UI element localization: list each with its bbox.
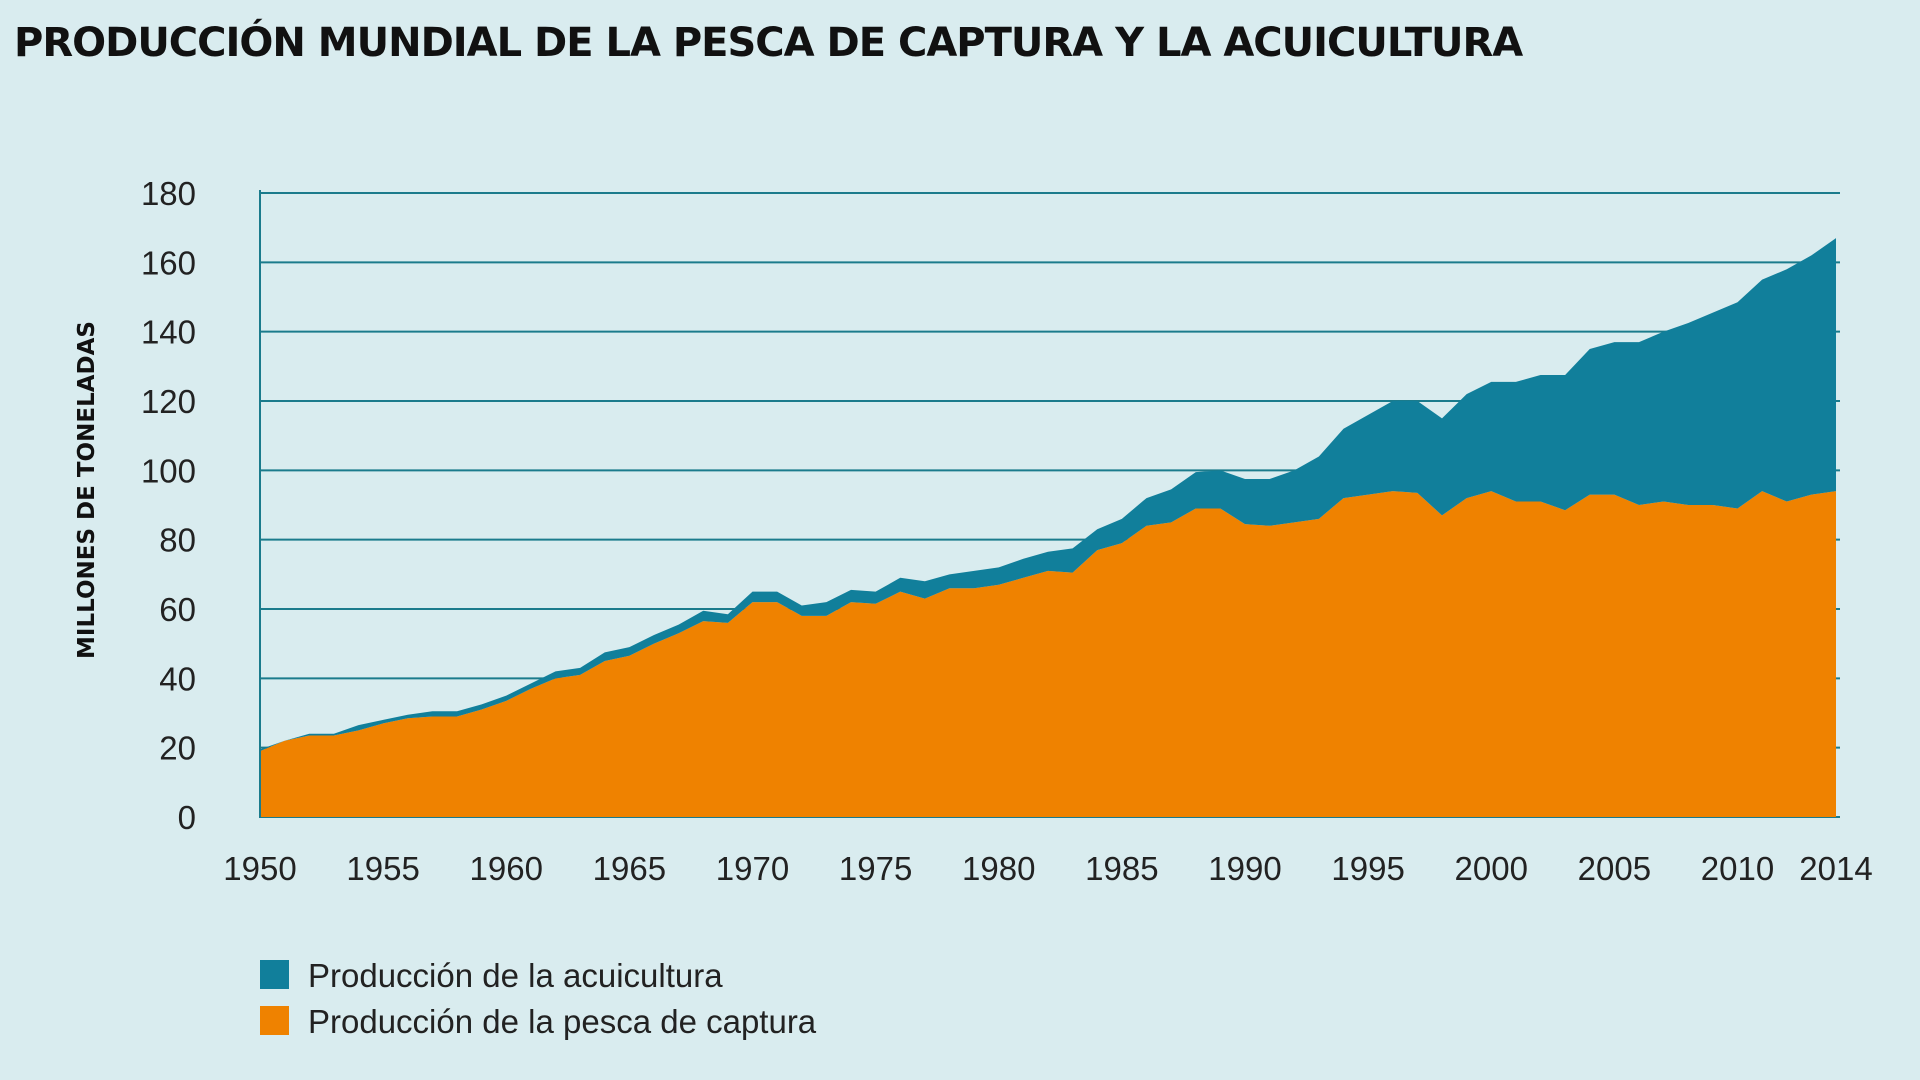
- y-axis-label: MILLONES DE TONELADAS: [74, 321, 100, 659]
- y-tick-label: 20: [159, 730, 196, 767]
- x-tick-label: 1990: [1208, 850, 1281, 887]
- y-tick-label: 120: [141, 383, 196, 420]
- legend-swatch-aquaculture: [260, 960, 289, 989]
- x-tick-label: 1965: [593, 850, 666, 887]
- x-tick-label: 1950: [223, 850, 296, 887]
- legend-label-aquaculture: Producción de la acuicultura: [308, 957, 723, 994]
- x-tick-label: 1970: [716, 850, 789, 887]
- x-tick-label: 2005: [1578, 850, 1651, 887]
- aquaculture-area: [260, 238, 1836, 752]
- x-tick-labels: 1950 1955 1960 1965 1970 1975 1980 1985 1990 1995…: [223, 850, 1872, 887]
- x-tick-label: 2014: [1799, 850, 1872, 887]
- y-tick-label: 80: [159, 522, 196, 559]
- x-tick-label: 1975: [839, 850, 912, 887]
- y-tick-label: 40: [159, 660, 196, 697]
- plot-areas: [260, 238, 1836, 817]
- y-tick-label: 60: [159, 591, 196, 628]
- x-tick-label: 1995: [1331, 850, 1404, 887]
- x-tick-label: 1985: [1085, 850, 1158, 887]
- legend-label-capture: Producción de la pesca de captura: [308, 1003, 817, 1040]
- y-tick-label: 0: [178, 799, 196, 836]
- x-tick-label: 1980: [962, 850, 1035, 887]
- x-tick-label: 1955: [346, 850, 419, 887]
- capture-area: [260, 491, 1836, 817]
- y-tick-label: 100: [141, 452, 196, 489]
- x-tick-label: 2000: [1455, 850, 1528, 887]
- y-tick-label: 140: [141, 314, 196, 351]
- chart-title: PRODUCCIÓN MUNDIAL DE LA PESCA DE CAPTUR…: [14, 18, 1523, 66]
- legend: Producción de la acuicultura Producción …: [260, 957, 817, 1040]
- y-tick-label: 180: [141, 175, 196, 212]
- x-tick-label: 1960: [470, 850, 543, 887]
- y-tick-label: 160: [141, 244, 196, 281]
- legend-swatch-capture: [260, 1006, 289, 1035]
- y-tick-labels: 0 20 40 60 80 100 120 140 160 180: [141, 175, 196, 836]
- x-tick-label: 2010: [1701, 850, 1774, 887]
